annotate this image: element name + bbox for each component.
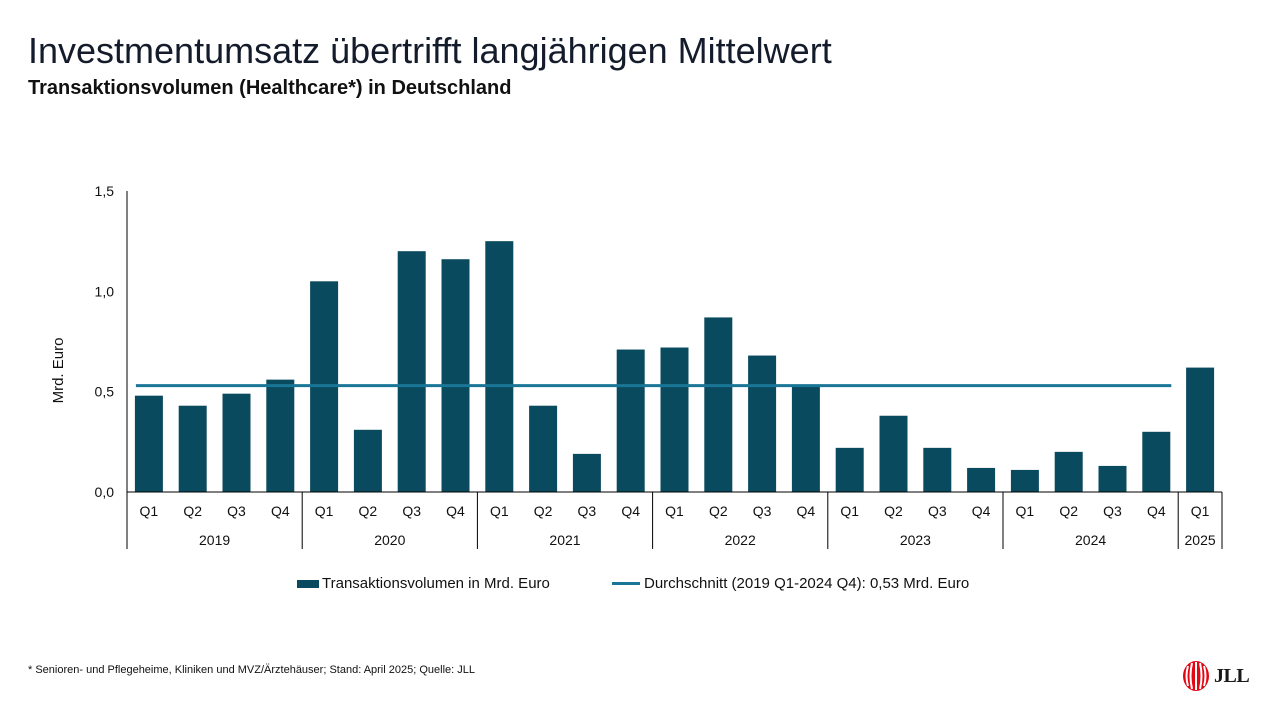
bar [178,405,207,492]
x-tick-label: Q3 [402,503,421,519]
chart-title: Investmentumsatz übertrifft langjährigen… [28,30,832,71]
y-tick-label: 0,5 [95,384,115,400]
x-tick-label: Q4 [271,503,290,519]
year-label: 2024 [1075,532,1106,548]
year-label: 2023 [900,532,931,548]
x-tick-label: Q2 [1059,503,1078,519]
bar [222,393,251,492]
bar [704,317,733,492]
bar [835,447,864,492]
bar [967,467,996,492]
jll-logo-text: JLL [1214,664,1250,687]
x-tick-label: Q3 [227,503,246,519]
x-tick-label: Q3 [928,503,947,519]
year-label: 2022 [725,532,756,548]
bar [879,415,908,492]
x-tick-label: Q1 [840,503,859,519]
bar [397,251,426,492]
footnote: * Senioren- und Pflegeheime, Kliniken un… [28,664,475,676]
jll-logo-icon [1183,661,1209,691]
x-tick-label: Q2 [359,503,378,519]
x-tick-label: Q4 [621,503,640,519]
bar [441,259,470,492]
chart-legend: Transaktionsvolumen in Mrd. Euro Durchsc… [0,575,1280,595]
bar [1054,451,1083,492]
bar [1186,367,1215,492]
x-tick-label: Q1 [140,503,159,519]
x-tick-label: Q2 [534,503,553,519]
bar [529,405,558,492]
bar [353,429,382,492]
chart-subtitle: Transaktionsvolumen (Healthcare*) in Deu… [28,77,512,99]
jll-logo: JLL [1181,659,1253,693]
year-label: 2025 [1185,532,1216,548]
bar [660,347,689,492]
x-tick-label: Q1 [490,503,509,519]
x-tick-label: Q2 [183,503,202,519]
legend-item-bars: Transaktionsvolumen in Mrd. Euro [297,575,550,592]
x-tick-label: Q1 [1016,503,1035,519]
y-tick-label: 1,5 [95,183,115,199]
x-tick-label: Q1 [1191,503,1210,519]
bar [748,355,777,492]
x-tick-label: Q4 [797,503,816,519]
bar [572,453,601,492]
x-tick-label: Q3 [753,503,772,519]
bar-chart: 0,0 0,5 1,0 1,5 Mrd. Euro Q1 Q2 Q3 Q4 Q1 Q2 Q3 Q4 Q1 Q… [50,183,1223,549]
legend-label-average: Durchschnitt (2019 Q1-2024 Q4): 0,53 Mrd… [644,575,970,592]
bar [923,447,952,492]
y-tick-label: 1,0 [95,283,115,299]
y-axis-label: Mrd. Euro [50,338,67,404]
bar [134,395,163,492]
x-tick-label: Q1 [315,503,334,519]
bar [1142,431,1171,492]
x-tick-label: Q4 [972,503,991,519]
bar [791,385,820,492]
x-tick-label: Q2 [709,503,728,519]
x-tick-label: Q4 [1147,503,1166,519]
x-tick-label: Q1 [665,503,684,519]
bar [1010,469,1039,492]
bar [266,379,295,492]
legend-bar-swatch [297,579,319,588]
x-tick-label: Q2 [884,503,903,519]
year-label: 2021 [549,532,580,548]
legend-label-bars: Transaktionsvolumen in Mrd. Euro [322,575,550,592]
x-tick-label: Q4 [446,503,465,519]
legend-line-swatch [612,582,640,585]
bar [485,241,514,492]
x-tick-label: Q3 [1103,503,1122,519]
year-label: 2020 [374,532,405,548]
bar [616,349,645,492]
legend-item-average: Durchschnitt (2019 Q1-2024 Q4): 0,53 Mrd… [612,575,969,592]
year-label: 2019 [199,532,230,548]
bar [1098,465,1127,492]
x-tick-label: Q3 [578,503,597,519]
y-tick-label: 0,0 [95,484,115,500]
